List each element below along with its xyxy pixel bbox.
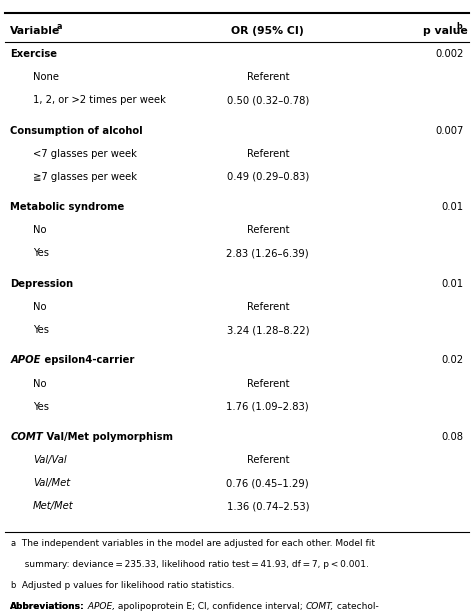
Text: 0.08: 0.08 <box>442 432 464 442</box>
Text: catechol-: catechol- <box>334 601 379 611</box>
Text: 0.49 (0.29–0.83): 0.49 (0.29–0.83) <box>227 172 309 182</box>
Text: Met/Met: Met/Met <box>33 501 74 511</box>
Text: Referent: Referent <box>246 455 289 465</box>
Text: <7 glasses per week: <7 glasses per week <box>33 149 137 159</box>
Text: COMT: COMT <box>10 432 43 442</box>
Text: Abbreviations:: Abbreviations: <box>10 601 85 611</box>
Text: p value: p value <box>423 26 468 36</box>
Text: COMT,: COMT, <box>306 601 334 611</box>
Text: a: a <box>10 539 16 548</box>
Text: Referent: Referent <box>246 225 289 236</box>
Text: 0.007: 0.007 <box>435 125 464 136</box>
Text: 0.01: 0.01 <box>441 279 464 289</box>
Text: Yes: Yes <box>33 325 49 335</box>
Text: Depression: Depression <box>10 279 73 289</box>
Text: epsilon4-carrier: epsilon4-carrier <box>41 355 134 365</box>
Text: The independent variables in the model are adjusted for each other. Model fit: The independent variables in the model a… <box>19 539 375 548</box>
Text: APOE: APOE <box>10 355 41 365</box>
Text: None: None <box>33 72 59 82</box>
Text: Val/Met: Val/Met <box>33 478 70 488</box>
Text: No: No <box>33 378 46 389</box>
Text: Yes: Yes <box>33 402 49 411</box>
Text: Variable: Variable <box>10 26 61 36</box>
Text: 3.24 (1.28–8.22): 3.24 (1.28–8.22) <box>227 325 309 335</box>
Text: Val/Val: Val/Val <box>33 455 67 465</box>
Text: Abbreviations:: Abbreviations: <box>10 601 85 611</box>
Text: 0.76 (0.45–1.29): 0.76 (0.45–1.29) <box>227 478 309 488</box>
Text: 1.76 (1.09–2.83): 1.76 (1.09–2.83) <box>227 402 309 411</box>
Text: Referent: Referent <box>246 72 289 82</box>
Text: Val/Met polymorphism: Val/Met polymorphism <box>43 432 173 442</box>
Text: 0.01: 0.01 <box>441 202 464 212</box>
Text: Adjusted p values for likelihood ratio statistics.: Adjusted p values for likelihood ratio s… <box>19 581 235 590</box>
Text: Consumption of alcohol: Consumption of alcohol <box>10 125 143 136</box>
Text: Metabolic syndrome: Metabolic syndrome <box>10 202 125 212</box>
Text: APOE,: APOE, <box>85 601 115 611</box>
Text: b: b <box>10 581 16 590</box>
Text: b: b <box>456 22 462 31</box>
Text: Referent: Referent <box>246 149 289 159</box>
Text: apolipoprotein E; CI, confidence interval;: apolipoprotein E; CI, confidence interva… <box>115 601 306 611</box>
Text: No: No <box>33 302 46 312</box>
Text: 0.50 (0.32–0.78): 0.50 (0.32–0.78) <box>227 95 309 105</box>
Text: 1, 2, or >2 times per week: 1, 2, or >2 times per week <box>33 95 166 105</box>
Text: Referent: Referent <box>246 378 289 389</box>
Text: 2.83 (1.26–6.39): 2.83 (1.26–6.39) <box>227 248 309 258</box>
Text: summary: deviance = 235.33, likelihood ratio test = 41.93, df = 7, p < 0.001.: summary: deviance = 235.33, likelihood r… <box>19 560 369 569</box>
Text: Yes: Yes <box>33 248 49 258</box>
Text: No: No <box>33 225 46 236</box>
Text: Exercise: Exercise <box>10 49 57 59</box>
Text: a: a <box>57 22 63 31</box>
Text: OR (95% CI): OR (95% CI) <box>231 26 304 36</box>
Text: Referent: Referent <box>246 302 289 312</box>
Text: ≧7 glasses per week: ≧7 glasses per week <box>33 172 137 182</box>
Text: 0.02: 0.02 <box>441 355 464 365</box>
Text: 0.002: 0.002 <box>435 49 464 59</box>
Text: 1.36 (0.74–2.53): 1.36 (0.74–2.53) <box>227 501 309 511</box>
